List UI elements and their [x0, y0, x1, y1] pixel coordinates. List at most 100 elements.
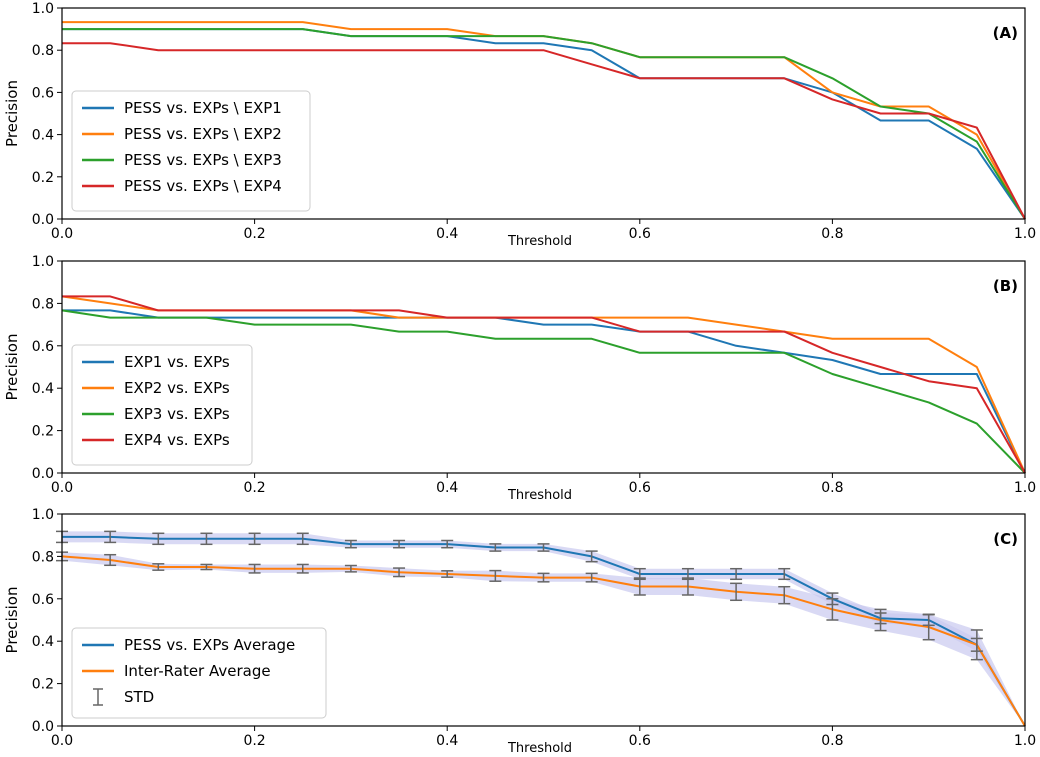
legend-label-2: PESS vs. EXPs \ EXP3 [124, 151, 282, 169]
y-tick-label: 0.0 [32, 212, 54, 228]
error-bar [393, 539, 406, 549]
legend-label-1: Inter-Rater Average [124, 662, 271, 680]
error-bar [152, 532, 165, 546]
y-tick-label: 1.0 [32, 507, 54, 523]
error-bar [681, 577, 694, 596]
panel-label: (A) [993, 24, 1018, 42]
x-tick-label: 0.8 [821, 480, 843, 496]
legend-label-0: PESS vs. EXPs Average [124, 636, 295, 654]
error-bar [248, 563, 261, 574]
error-bar [585, 572, 598, 583]
y-tick-label: 0.6 [32, 339, 54, 355]
x-tick-label: 1.0 [1014, 226, 1036, 242]
x-axis-label: Threshold [507, 488, 572, 503]
x-tick-label: 0.2 [243, 733, 265, 749]
error-bar [200, 563, 213, 571]
y-tick-label: 0.6 [32, 85, 54, 101]
x-tick-label: 0.4 [436, 480, 458, 496]
panel-1: 0.0 0.2 0.4 0.6 0.8 1.0 0.0 0.2 0.4 0.6 0.8 1.0 Thre… [3, 254, 1036, 503]
error-bar [826, 598, 839, 621]
legend: PESS vs. EXPs Average Inter-Rater Average… [71, 627, 327, 719]
axes-frame [61, 513, 1026, 727]
legend: PESS vs. EXPs \ EXP1 PESS vs. EXPs \ EXP2… [71, 90, 311, 212]
y-tick-label: 0.2 [32, 677, 54, 693]
error-bar [248, 532, 261, 546]
error-bar [874, 608, 887, 632]
y-tick-label: 0.0 [32, 719, 54, 735]
error-bar [344, 564, 357, 573]
y-axis-label: Precision [3, 80, 21, 147]
y-tick-label: 0.8 [32, 43, 54, 59]
y-axis-label: Precision [3, 334, 21, 401]
error-bar [200, 532, 213, 546]
error-bar [104, 530, 117, 544]
x-tick-label: 0.8 [821, 226, 843, 242]
error-bar [585, 550, 598, 563]
x-tick-label: 0.0 [51, 480, 73, 496]
y-tick-label: 0.0 [32, 466, 54, 482]
legend-label-2: EXP3 vs. EXPs [124, 405, 230, 423]
error-bar [730, 582, 743, 602]
x-axis-label: Threshold [507, 741, 572, 756]
legend-label-0: EXP1 vs. EXPs [124, 353, 230, 371]
y-tick-label: 1.0 [32, 254, 54, 270]
legend-label-1: PESS vs. EXPs \ EXP2 [124, 125, 282, 143]
axes-frame [61, 260, 1026, 474]
y-tick-label: 0.4 [32, 634, 54, 650]
error-bar [922, 613, 935, 641]
legend: EXP1 vs. EXPs EXP2 vs. EXPs EXP3 vs. EXPs E… [71, 344, 253, 466]
x-tick-label: 0.0 [51, 226, 73, 242]
legend-box [71, 344, 253, 466]
series-line-3 [62, 42, 1026, 220]
y-tick-label: 0.4 [32, 381, 54, 397]
y-tick-label: 0.2 [32, 170, 54, 186]
series-line-3 [62, 295, 1026, 474]
legend-label-3: EXP4 vs. EXPs [124, 431, 230, 449]
x-tick-label: 0.6 [629, 733, 651, 749]
y-tick-label: 0.6 [32, 592, 54, 608]
panel-2: 0.0 0.2 0.4 0.6 0.8 1.0 0.0 0.2 0.4 0.6 0.8 1.0 Thre… [3, 507, 1036, 756]
error-bar [489, 569, 502, 582]
x-tick-label: 0.0 [51, 733, 73, 749]
error-bar [633, 577, 646, 596]
x-tick-label: 1.0 [1014, 480, 1036, 496]
error-bar [537, 572, 550, 583]
panel-label: (C) [993, 530, 1018, 548]
series-line-0 [62, 309, 1026, 474]
legend-std-icon [93, 688, 103, 706]
error-bar [730, 567, 743, 581]
x-tick-label: 0.2 [243, 480, 265, 496]
error-bar [296, 563, 309, 574]
panel-label: (B) [993, 277, 1018, 295]
y-tick-label: 0.8 [32, 549, 54, 565]
legend-box [71, 627, 327, 719]
legend-label-3: PESS vs. EXPs \ EXP4 [124, 177, 282, 195]
y-tick-label: 1.0 [32, 1, 54, 17]
error-bar [970, 629, 983, 661]
x-tick-label: 0.6 [629, 226, 651, 242]
x-axis-label: Threshold [507, 234, 572, 249]
error-bar [489, 543, 502, 552]
x-tick-label: 0.4 [436, 226, 458, 242]
error-bar [441, 539, 454, 549]
error-bar [296, 532, 309, 546]
x-tick-label: 0.2 [243, 226, 265, 242]
legend-label-std: STD [124, 688, 154, 706]
error-bar [344, 539, 357, 549]
y-tick-label: 0.4 [32, 128, 54, 144]
error-bar [537, 543, 550, 552]
legend-label-1: EXP2 vs. EXPs [124, 379, 230, 397]
axes-frame [61, 7, 1026, 220]
y-tick-label: 0.2 [32, 424, 54, 440]
x-tick-label: 1.0 [1014, 733, 1036, 749]
error-bar [152, 563, 165, 571]
series-line-2 [62, 28, 1026, 220]
y-tick-label: 0.8 [32, 296, 54, 312]
panel-0: 0.0 0.2 0.4 0.6 0.8 1.0 0.0 0.2 0.4 0.6 0.8 1.0 Thre… [3, 1, 1036, 249]
error-bar [778, 567, 791, 581]
legend-label-0: PESS vs. EXPs \ EXP1 [124, 99, 282, 117]
y-axis-label: Precision [3, 587, 21, 654]
error-bar [104, 553, 117, 567]
x-tick-label: 0.6 [629, 480, 651, 496]
